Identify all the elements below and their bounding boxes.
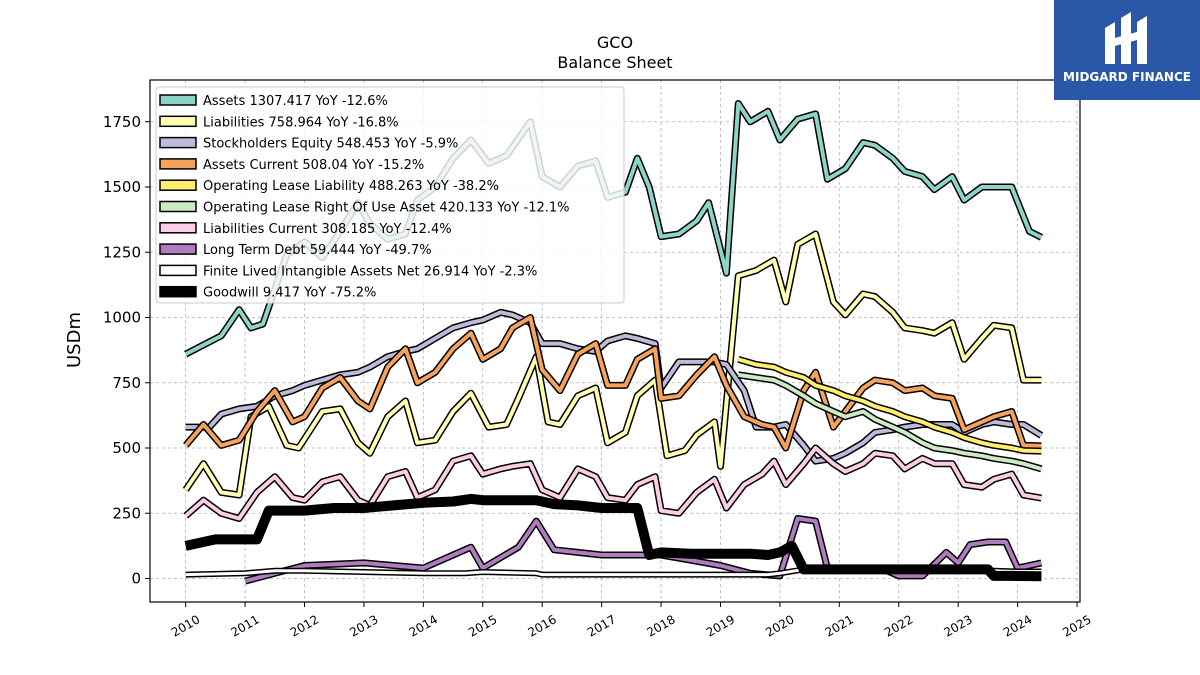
x-tick-label: 2018 <box>644 612 677 639</box>
y-axis: 0 250 500 750 1000 1250 1500 1750 <box>103 113 150 588</box>
x-tick-label: 2011 <box>228 612 261 639</box>
y-tick-label: 500 <box>112 439 141 457</box>
y-tick-label: 1500 <box>103 178 141 196</box>
y-axis-label: USDm <box>64 312 85 368</box>
x-tick-label: 2015 <box>466 612 499 639</box>
x-tick-label: 2012 <box>288 612 321 639</box>
legend-entry: Stockholders Equity 548.453 YoY -5.9% <box>203 137 458 152</box>
y-tick-label: 250 <box>112 504 141 522</box>
x-tick-label: 2017 <box>585 612 618 639</box>
legend-entry: Liabilities Current 308.185 YoY -12.4% <box>203 222 452 237</box>
series-line-2 <box>185 310 1043 464</box>
legend-entry: Assets 1307.417 YoY -12.6% <box>203 94 388 109</box>
legend-swatch <box>159 285 197 298</box>
series-line-5 <box>738 372 1042 471</box>
series-line-1 <box>184 232 1042 497</box>
series-lines <box>182 100 1044 585</box>
series-line-3 <box>184 315 1042 450</box>
y-tick-label: 750 <box>112 374 141 392</box>
legend-swatch <box>159 264 197 277</box>
x-tick-label: 2016 <box>525 612 558 639</box>
series-line-7 <box>244 516 1042 584</box>
x-tick-label: 2022 <box>882 612 915 639</box>
y-tick-label: 1250 <box>103 243 141 261</box>
legend-swatch <box>159 94 197 106</box>
x-tick-label: 2019 <box>704 612 737 639</box>
x-tick-label: 2010 <box>169 612 202 639</box>
series-line-9 <box>184 495 1042 580</box>
x-tick-label: 2021 <box>823 612 856 639</box>
legend-swatch <box>159 200 197 213</box>
y-tick-label: 1000 <box>103 309 141 327</box>
midgard-finance-logo: MIDGARD FINANCE <box>1054 0 1200 100</box>
series-line-6 <box>184 446 1042 521</box>
plot-frame <box>149 79 1081 603</box>
midgard-logo-icon <box>1105 12 1147 64</box>
legend-entry: Operating Lease Liability 488.263 YoY -3… <box>203 179 499 194</box>
y-tick-label: 0 <box>131 570 141 588</box>
legend-entry: Liabilities 758.964 YoY -16.8% <box>203 115 399 130</box>
chart-title: GCO <box>597 33 633 52</box>
legend-entry: Finite Lived Intangible Assets Net 26.91… <box>203 264 537 279</box>
legend-swatch <box>159 115 197 128</box>
series-line-4 <box>737 357 1042 454</box>
legend-entry: Long Term Debt 59.444 YoY -49.7% <box>203 243 432 258</box>
chart-subtitle: Balance Sheet <box>557 53 672 72</box>
legend-swatch <box>159 179 197 191</box>
x-axis: 2010 2011 2012 2013 2014 2015 2016 2017 2018 2019… <box>169 602 1094 640</box>
legend-swatch <box>159 222 197 234</box>
legend-entry: Assets Current 508.04 YoY -15.2% <box>203 158 424 173</box>
legend-entry: Goodwill 9.417 YoY -75.2% <box>203 286 376 301</box>
logo-text: MIDGARD FINANCE <box>1063 70 1191 84</box>
x-tick-label: 2013 <box>347 612 380 639</box>
x-tick-label: 2023 <box>941 612 974 639</box>
legend-box <box>155 86 625 304</box>
legend-swatch <box>159 136 197 149</box>
y-tick-label: 1750 <box>103 113 141 131</box>
legend-swatch <box>159 243 197 255</box>
x-tick-label: 2024 <box>1001 612 1034 639</box>
x-tick-label: 2025 <box>1060 612 1093 639</box>
legend-swatch <box>159 158 197 170</box>
x-tick-label: 2020 <box>763 612 796 639</box>
legend-entry: Operating Lease Right Of Use Asset 420.1… <box>203 201 570 216</box>
legend: Assets 1307.417 YoY -12.6% Liabilities 75… <box>155 86 625 304</box>
x-tick-label: 2014 <box>407 612 440 639</box>
